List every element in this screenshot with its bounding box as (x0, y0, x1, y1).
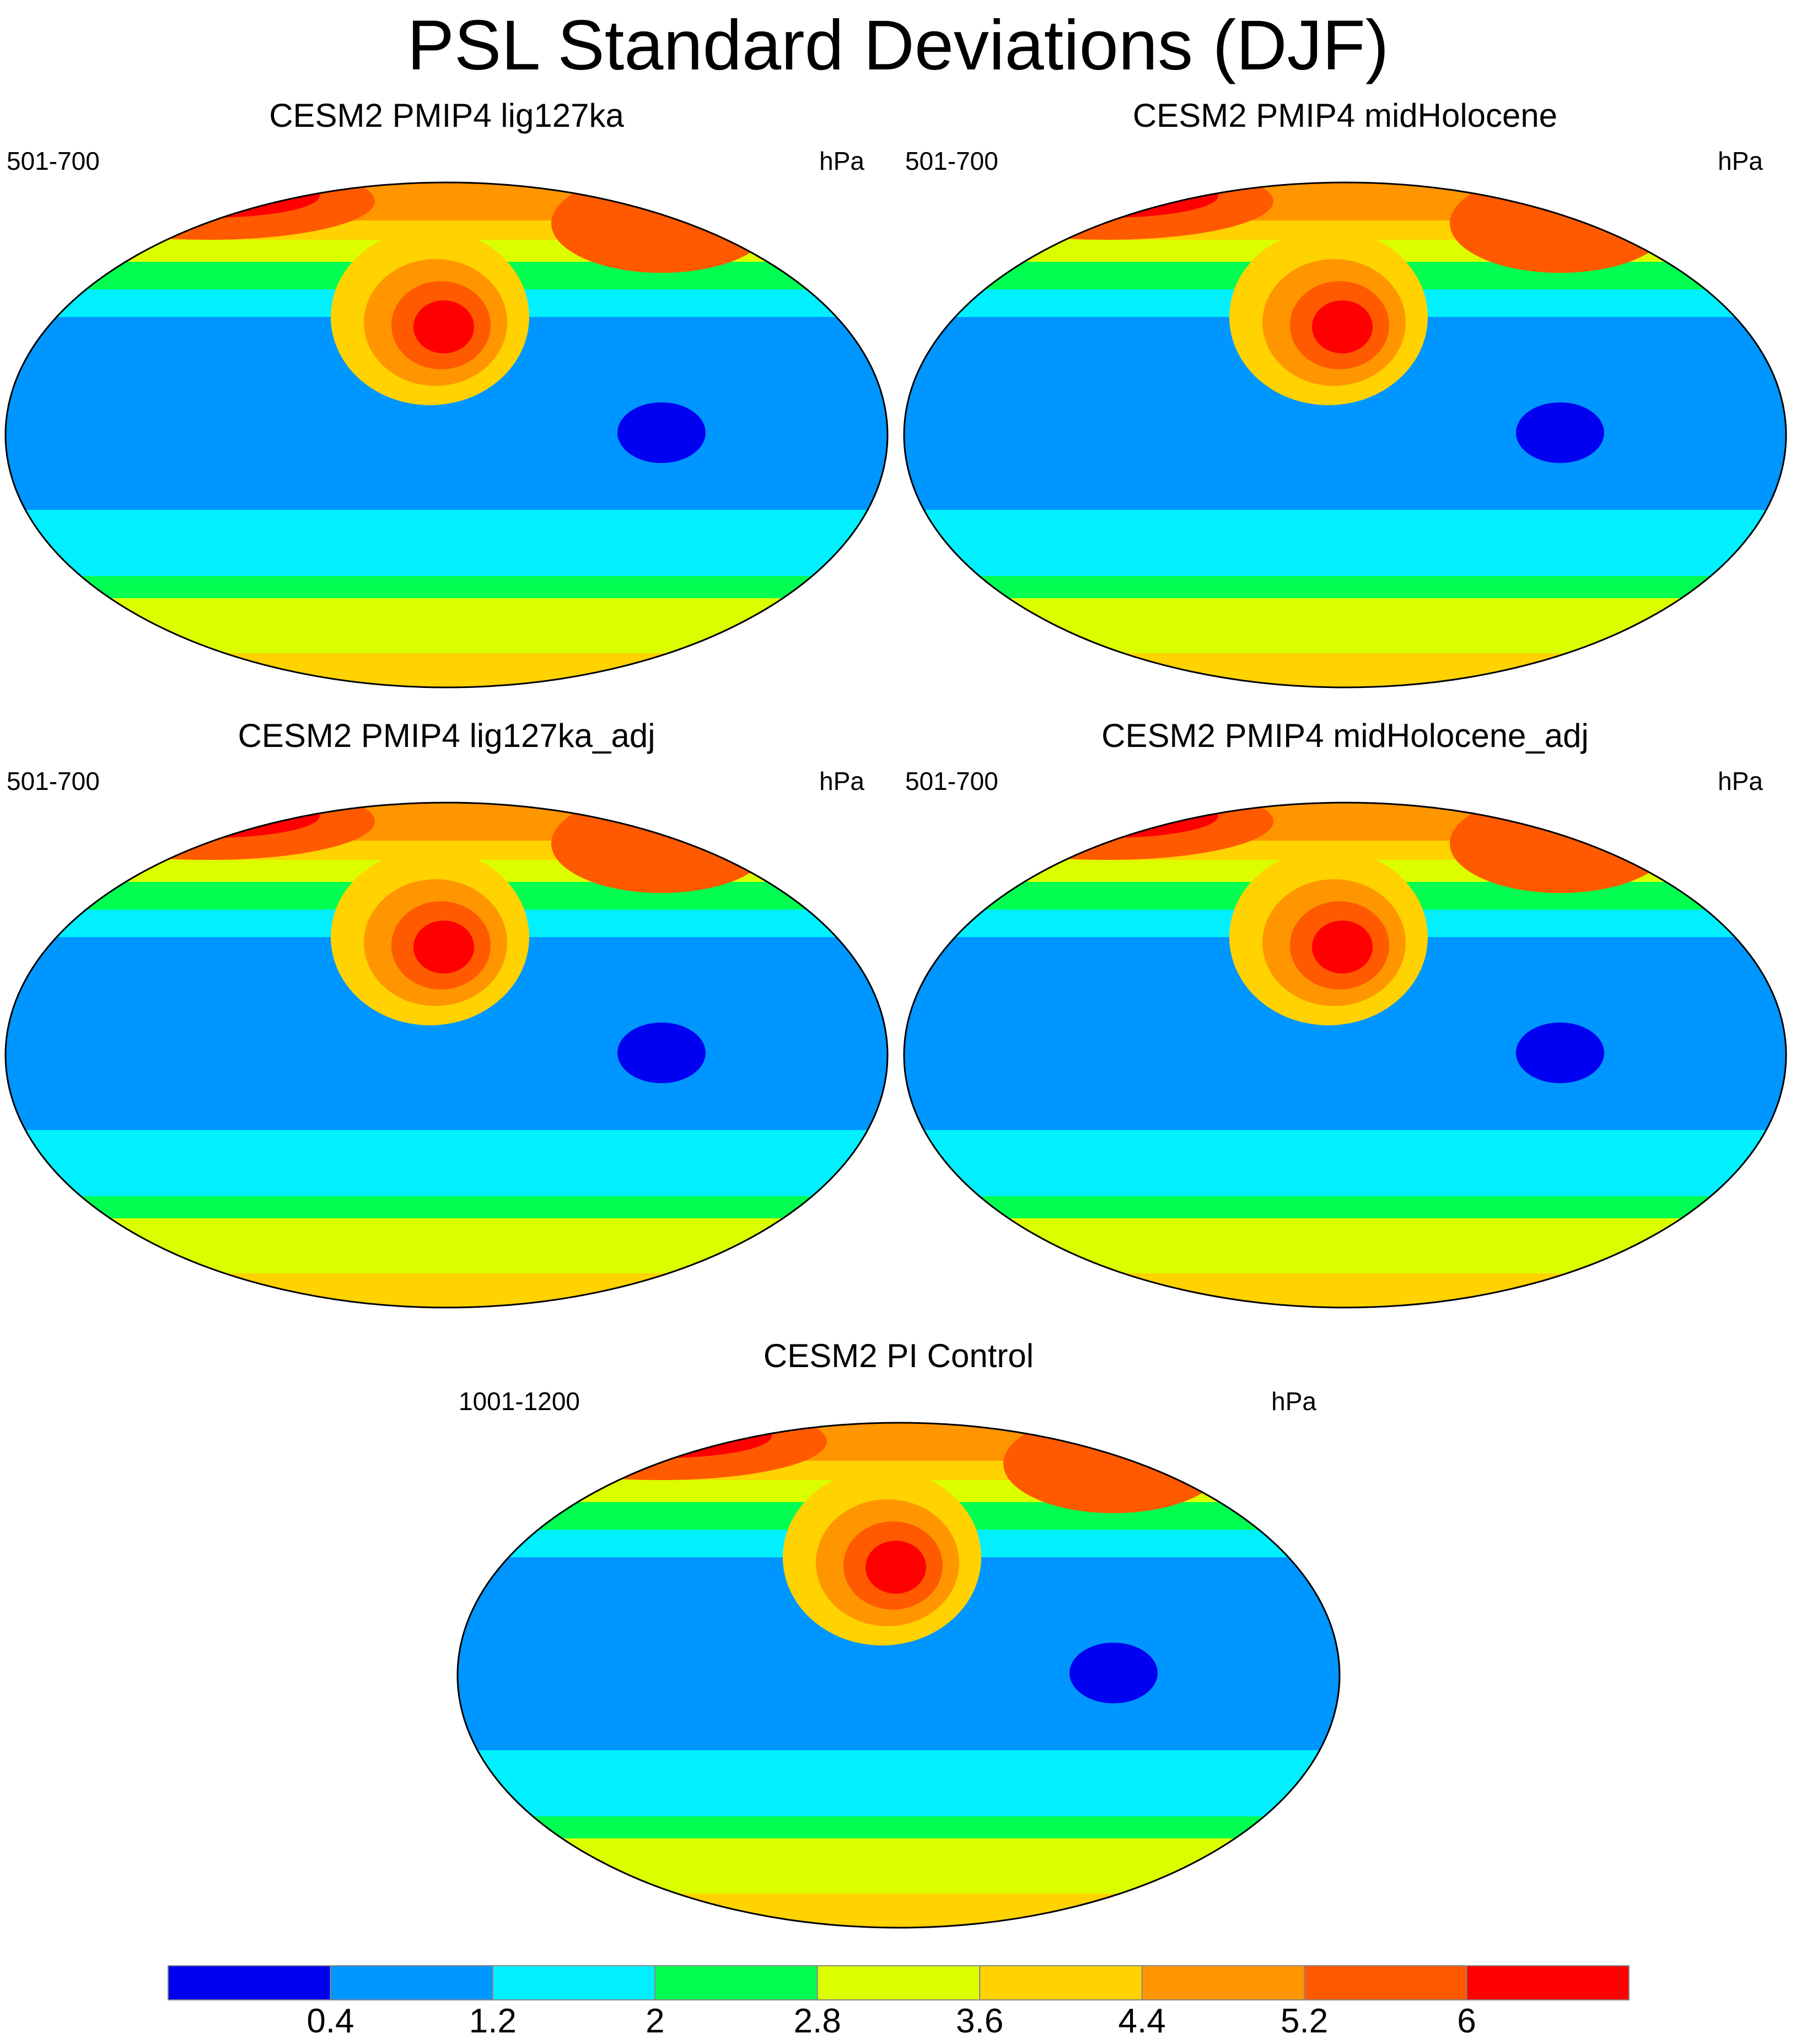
field-max (865, 1541, 926, 1594)
colorbar-tick-label: 5.2 (1281, 2002, 1329, 2040)
panel-title: CESM2 PMIP4 midHolocene (1132, 97, 1558, 134)
field-band (6, 182, 888, 220)
field-max (413, 921, 474, 973)
colorbar-swatch (492, 1965, 656, 2000)
field-band (6, 803, 888, 841)
panel-units: hPa (1718, 147, 1763, 175)
field-min (1069, 1643, 1158, 1703)
map-border (903, 181, 1787, 688)
panel-years: 501-700 (7, 147, 100, 175)
figure-title: PSL Standard Deviations (DJF) (407, 6, 1389, 85)
panel-years: 501-700 (905, 147, 998, 175)
colorbar-tick-label: 2.8 (793, 2002, 841, 2040)
panel-title: CESM2 PI Control (763, 1337, 1034, 1374)
panel-years: 1001-1200 (459, 1387, 580, 1416)
colorbar-swatch (1466, 1965, 1630, 2000)
panel-years: 501-700 (7, 767, 100, 795)
map-panel-midholocene-adj: CESM2 PMIP4 midHolocene_adj 501-700 hPa (899, 717, 1792, 1312)
field-min (617, 1023, 706, 1083)
field-max (1312, 300, 1373, 353)
colorbar-tick-label: 1.2 (469, 2002, 517, 2040)
field-min (617, 402, 706, 463)
map-plot (4, 181, 889, 688)
panel-units: hPa (1271, 1387, 1316, 1416)
map-plot (456, 1422, 1341, 1929)
map-panel-pi-control: CESM2 PI Control 1001-1200 hPa (452, 1337, 1345, 1932)
map-plot (903, 181, 1787, 688)
map-border (456, 1422, 1341, 1929)
field-band (6, 653, 888, 687)
colorbar-swatch (330, 1965, 493, 2000)
panel-units: hPa (819, 147, 864, 175)
panel-title: CESM2 PMIP4 lig127ka (269, 97, 624, 134)
field-band (904, 803, 1786, 841)
colorbar-swatch (816, 1965, 981, 2000)
colorbar-tick-label: 2 (646, 2002, 665, 2040)
panel-units: hPa (819, 767, 864, 795)
field-band (904, 653, 1786, 687)
colorbar-tick-label: 6 (1457, 2002, 1476, 2040)
field-min (1516, 402, 1604, 463)
field-max (1312, 921, 1373, 973)
colorbar-tick-label: 4.4 (1118, 2002, 1166, 2040)
colorbar-tick-label: 3.6 (956, 2002, 1004, 2040)
panel-title: CESM2 PMIP4 lig127ka_adj (238, 717, 655, 754)
colorbar-tick-label: 0.4 (306, 2002, 354, 2040)
colorbar-swatch (979, 1965, 1143, 2000)
map-border (4, 802, 889, 1309)
field-band (904, 1273, 1786, 1308)
panel-title: CESM2 PMIP4 midHolocene_adj (1101, 717, 1589, 754)
colorbar-swatch (654, 1965, 818, 2000)
field-min (1516, 1023, 1604, 1083)
panel-units: hPa (1718, 767, 1763, 795)
field-max (413, 300, 474, 353)
field-band (458, 1894, 1340, 1928)
field-band (904, 182, 1786, 220)
field-band (6, 1273, 888, 1308)
colorbar-swatch (168, 1965, 331, 2000)
colorbar-swatch (1304, 1965, 1467, 2000)
map-plot (903, 802, 1787, 1309)
field-band (458, 1423, 1340, 1461)
map-panel-lig127ka: CESM2 PMIP4 lig127ka 501-700 hPa (0, 96, 893, 692)
panel-years: 501-700 (905, 767, 998, 795)
map-panel-lig127ka-adj: CESM2 PMIP4 lig127ka_adj 501-700 hPa (0, 717, 893, 1312)
map-border (903, 802, 1787, 1309)
map-panel-midholocene: CESM2 PMIP4 midHolocene 501-700 hPa (899, 96, 1792, 692)
map-plot (4, 802, 889, 1309)
colorbar-swatch (1141, 1965, 1305, 2000)
map-border (4, 181, 889, 688)
